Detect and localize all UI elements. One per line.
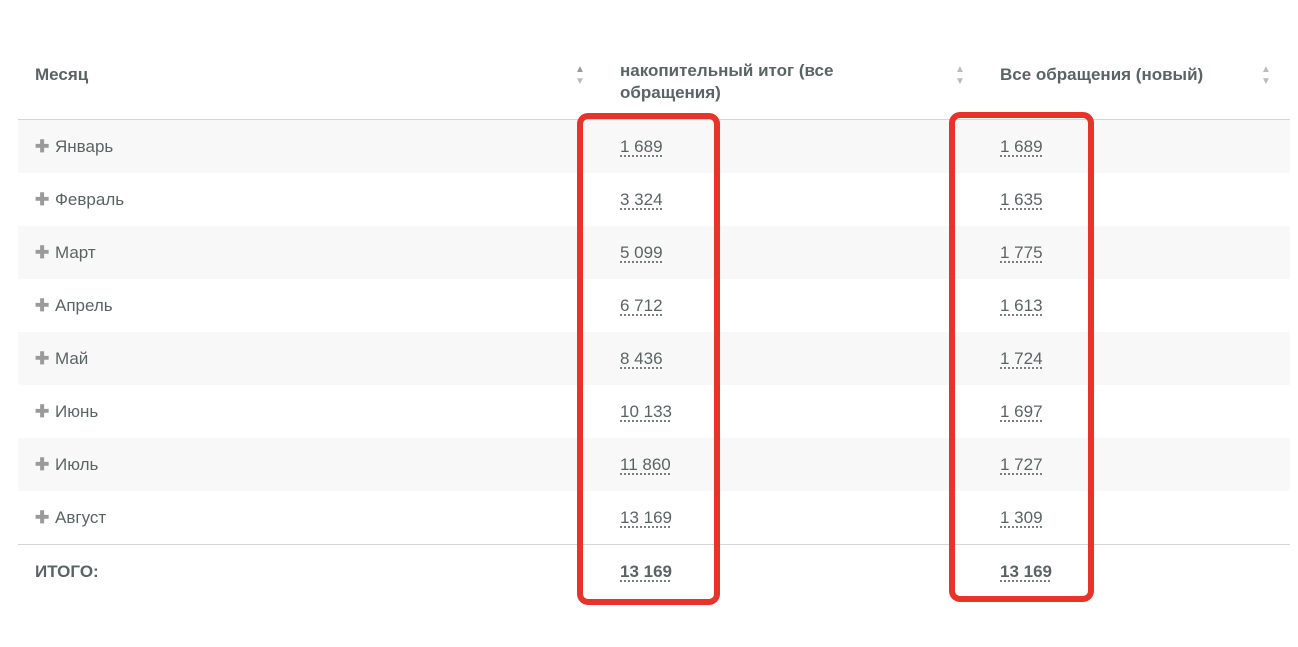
all-new-value[interactable]: 1 613 <box>1000 296 1043 315</box>
month-cell[interactable]: ✚ Март <box>35 226 96 279</box>
table-row: ✚ Август 13 169 1 309 <box>18 491 1290 544</box>
all-new-value[interactable]: 1 635 <box>1000 190 1043 209</box>
all-new-value[interactable]: 1 689 <box>1000 137 1043 156</box>
plus-icon[interactable]: ✚ <box>35 190 50 209</box>
all-new-value[interactable]: 1 775 <box>1000 243 1043 262</box>
cumulative-value[interactable]: 1 689 <box>620 137 663 156</box>
table-header: Месяц ▲ ▼ накопительный итог (все обращен… <box>18 40 1290 120</box>
cumulative-value[interactable]: 3 324 <box>620 190 663 209</box>
all-new-value[interactable]: 1 309 <box>1000 508 1043 527</box>
month-cell[interactable]: ✚ Август <box>35 491 106 544</box>
table-row: ✚ Январь 1 689 1 689 <box>18 120 1290 173</box>
table-row: ✚ Февраль 3 324 1 635 <box>18 173 1290 226</box>
plus-icon[interactable]: ✚ <box>35 349 50 368</box>
cumulative-value[interactable]: 6 712 <box>620 296 663 315</box>
header-cumulative[interactable]: накопительный итог (все обращения) <box>620 61 834 102</box>
month-cell[interactable]: ✚ Июль <box>35 438 98 491</box>
header-all-new[interactable]: Все обращения (новый) <box>1000 65 1204 84</box>
header-month[interactable]: Месяц <box>35 65 89 84</box>
month-label: Январь <box>55 137 114 156</box>
plus-icon[interactable]: ✚ <box>35 296 50 315</box>
total-row: ИТОГО: 13 169 13 169 <box>18 544 1290 599</box>
sort-icon[interactable]: ▲ ▼ <box>1261 64 1271 87</box>
sort-icon[interactable]: ▲ ▼ <box>955 64 965 87</box>
table-row: ✚ Май 8 436 1 724 <box>18 332 1290 385</box>
month-cell[interactable]: ✚ Январь <box>35 120 113 173</box>
cumulative-value[interactable]: 10 133 <box>620 402 672 421</box>
month-label: Май <box>55 349 89 368</box>
table-row: ✚ Апрель 6 712 1 613 <box>18 279 1290 332</box>
month-cell[interactable]: ✚ Февраль <box>35 173 124 226</box>
total-all-new[interactable]: 13 169 <box>1000 562 1052 581</box>
month-label: Июль <box>55 455 99 474</box>
plus-icon[interactable]: ✚ <box>35 508 50 527</box>
month-label: Март <box>55 243 96 262</box>
cumulative-value[interactable]: 5 099 <box>620 243 663 262</box>
table-row: ✚ Март 5 099 1 775 <box>18 226 1290 279</box>
all-new-value[interactable]: 1 727 <box>1000 455 1043 474</box>
cumulative-value[interactable]: 13 169 <box>620 508 672 527</box>
total-label: ИТОГО: <box>35 562 99 581</box>
sort-icon[interactable]: ▲ ▼ <box>575 64 585 87</box>
table-row: ✚ Июнь 10 133 1 697 <box>18 385 1290 438</box>
monthly-table: Месяц ▲ ▼ накопительный итог (все обращен… <box>18 40 1290 599</box>
highlight-box-all-new <box>949 112 1094 602</box>
plus-icon[interactable]: ✚ <box>35 455 50 474</box>
cumulative-value[interactable]: 8 436 <box>620 349 663 368</box>
month-cell[interactable]: ✚ Май <box>35 332 88 385</box>
total-cumulative[interactable]: 13 169 <box>620 562 672 581</box>
month-label: Февраль <box>55 190 125 209</box>
all-new-value[interactable]: 1 697 <box>1000 402 1043 421</box>
plus-icon[interactable]: ✚ <box>35 243 50 262</box>
plus-icon[interactable]: ✚ <box>35 402 50 421</box>
month-cell[interactable]: ✚ Июнь <box>35 385 98 438</box>
all-new-value[interactable]: 1 724 <box>1000 349 1043 368</box>
month-label: Апрель <box>55 296 113 315</box>
table-row: ✚ Июль 11 860 1 727 <box>18 438 1290 491</box>
month-cell[interactable]: ✚ Апрель <box>35 279 113 332</box>
plus-icon[interactable]: ✚ <box>35 137 50 156</box>
highlight-box-cumulative <box>577 113 720 605</box>
month-label: Июнь <box>55 402 99 421</box>
cumulative-value[interactable]: 11 860 <box>620 455 671 474</box>
month-label: Август <box>55 508 107 527</box>
